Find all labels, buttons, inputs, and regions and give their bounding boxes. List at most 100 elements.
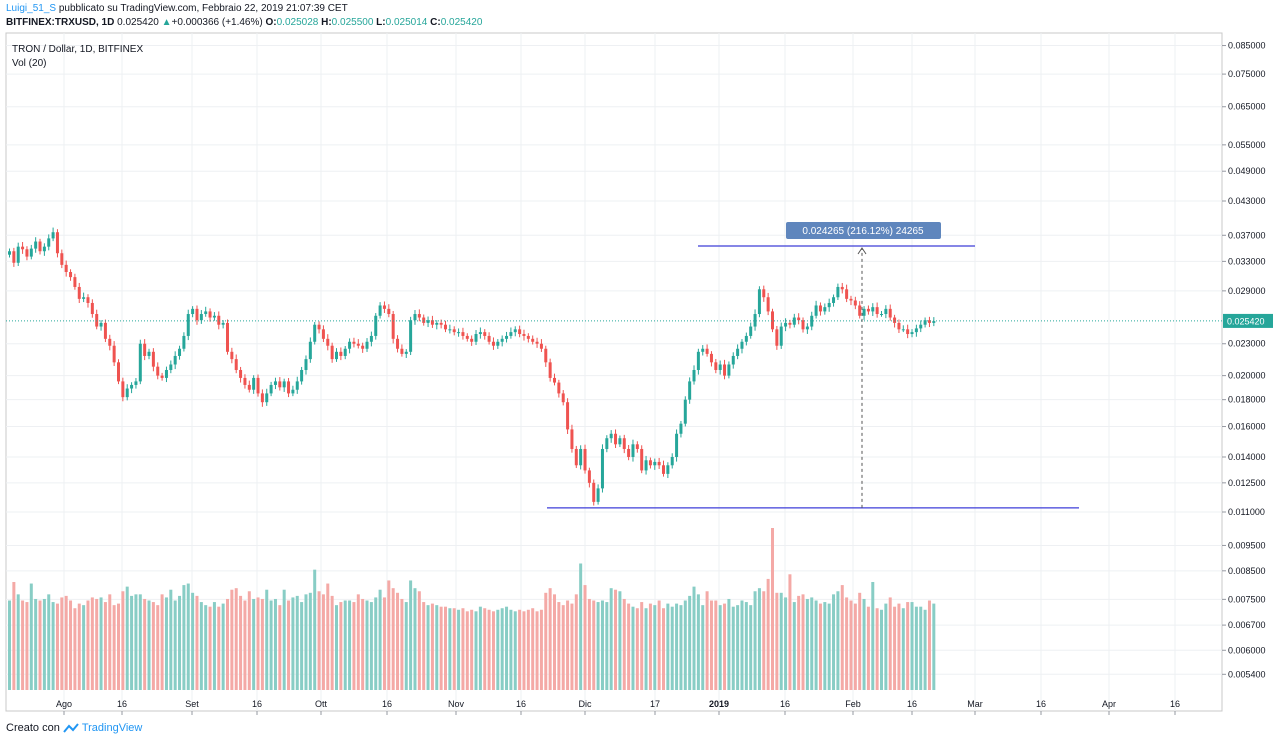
candle-body (491, 341, 495, 346)
candle-body (740, 341, 744, 349)
candle-body (709, 353, 713, 363)
candle-body (579, 448, 583, 466)
volume-bar (679, 605, 683, 690)
candle-body (400, 348, 404, 354)
candle-body (195, 308, 199, 321)
price-tick-label: 0.012500 (1228, 478, 1266, 488)
volume-bar (670, 606, 674, 690)
candle-body (500, 338, 504, 342)
volume-bar (217, 606, 221, 690)
candle-body (526, 335, 530, 339)
volume-bar (243, 600, 247, 690)
price-tick-label: 0.075000 (1228, 69, 1266, 79)
candle-body (374, 315, 378, 336)
volume-bar (103, 602, 107, 690)
volume-bar (413, 588, 417, 690)
volume-bar (151, 602, 155, 690)
volume-bar (343, 600, 347, 690)
volume-bar (483, 608, 487, 690)
time-tick-label: 2019 (709, 699, 729, 709)
candle-body (666, 465, 670, 474)
candle-body (361, 345, 365, 349)
candle-body (134, 381, 138, 385)
volume-bar (766, 578, 770, 690)
candle-body (465, 335, 469, 339)
chart-title: TRON / Dollar, 1D, BITFINEX (12, 44, 144, 55)
candle-body (151, 351, 155, 367)
tradingview-brand[interactable]: TradingView (81, 722, 143, 734)
candle-body (147, 351, 151, 356)
volume-bar (548, 588, 552, 690)
volume-bar (417, 591, 421, 690)
volume-bar (888, 597, 892, 690)
candle-body (212, 315, 216, 318)
candle-body (82, 297, 86, 299)
volume-bar (509, 609, 513, 690)
volume-bar (64, 595, 68, 690)
candle-body (335, 351, 338, 360)
candle-body (788, 322, 792, 325)
candle-body (16, 246, 20, 263)
volume-bar (422, 602, 426, 690)
candle-body (178, 348, 182, 356)
volume-bar (731, 606, 735, 690)
candle-body (810, 315, 814, 327)
volume-bar (77, 603, 81, 690)
volume-bar (348, 600, 352, 690)
volume-bar (365, 600, 369, 690)
volume-bar (910, 602, 914, 690)
candle-body (705, 348, 709, 354)
volume-bar (662, 608, 665, 690)
volume-bar (757, 588, 761, 690)
candle-body (866, 308, 870, 312)
volume-bar (818, 603, 822, 690)
volume-bar (8, 600, 11, 690)
candle-body (483, 332, 487, 336)
volume-bar (212, 602, 216, 690)
volume-bar (134, 594, 138, 690)
time-tick-label: Nov (448, 699, 465, 709)
volume-bar (566, 600, 570, 690)
candle-body (470, 338, 474, 342)
volume-bar (635, 608, 639, 690)
volume-bar (86, 600, 90, 690)
candle-body (548, 362, 552, 378)
time-tick-label: 17 (650, 699, 660, 709)
volume-bar (692, 586, 696, 690)
measure-label: 0.024265 (216.12%) 24265 (802, 226, 924, 237)
volume-bar (539, 609, 543, 690)
candle-body (326, 338, 330, 346)
candle-body (910, 332, 914, 335)
volume-bar (208, 606, 212, 690)
candle-body (914, 328, 918, 333)
author-link[interactable]: Luigi_51_S (6, 3, 57, 14)
candle-body (47, 238, 51, 247)
candle-body (574, 448, 578, 466)
price-tick-label: 0.005400 (1228, 669, 1266, 679)
volume-bar (439, 606, 443, 690)
volume-bar (478, 606, 482, 690)
candle-body (247, 384, 251, 390)
last-price-badge (1223, 313, 1273, 328)
price-tick-label: 0.011000 (1228, 507, 1265, 517)
candle-body (596, 488, 600, 502)
candle-body (239, 369, 243, 378)
candle-body (439, 322, 443, 325)
volume-bar (583, 585, 587, 690)
change-arrow-icon: ▲ (161, 17, 172, 28)
volume-bar (265, 589, 269, 690)
candle-body (906, 329, 910, 335)
candle-body (29, 248, 33, 257)
published-text: pubblicato su TradingView.com, Febbraio … (58, 3, 348, 14)
candle-body (840, 286, 844, 290)
volume-bar (579, 563, 583, 690)
volume-bar (932, 603, 936, 690)
candle-body (797, 317, 801, 321)
candle-body (862, 308, 866, 316)
price-tick-label: 0.043000 (1228, 196, 1266, 206)
candle-body (448, 329, 452, 331)
volume-bar (317, 591, 321, 690)
volume-bar (51, 602, 55, 690)
candle-body (618, 438, 622, 445)
